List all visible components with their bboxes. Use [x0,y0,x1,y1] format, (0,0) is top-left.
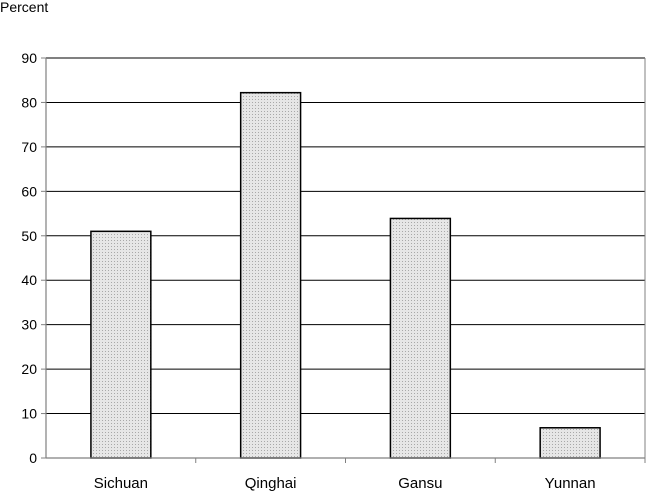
x-tick-label-yunnan: Yunnan [545,475,596,491]
y-tick-label: 70 [21,139,37,155]
x-tick-labels: Sichuan Qinghai Gansu Yunnan [94,475,596,491]
y-tick-label: 20 [21,361,37,377]
axes [41,57,646,463]
y-tick-labels: 0 10 20 30 40 50 60 70 80 90 [21,50,37,466]
x-tick-label-qinghai: Qinghai [245,475,297,491]
bar-gansu [389,217,452,459]
bars [90,91,601,459]
bar-qinghai [239,91,302,459]
y-tick-label: 40 [21,272,37,288]
x-tick-label-gansu: Gansu [398,475,442,491]
y-tick-label: 60 [21,183,37,199]
y-tick-label: 30 [21,317,37,333]
y-axis-label: Percent [0,0,48,15]
y-tick-label: 50 [21,228,37,244]
bar-yunnan [539,427,601,459]
y-tick-label: 80 [21,94,37,110]
bar-sichuan [90,230,152,459]
x-tick-label-sichuan: Sichuan [94,475,148,491]
y-tick-label: 10 [21,406,37,422]
y-tick-label: 0 [29,450,37,466]
y-tick-label: 90 [21,50,37,66]
